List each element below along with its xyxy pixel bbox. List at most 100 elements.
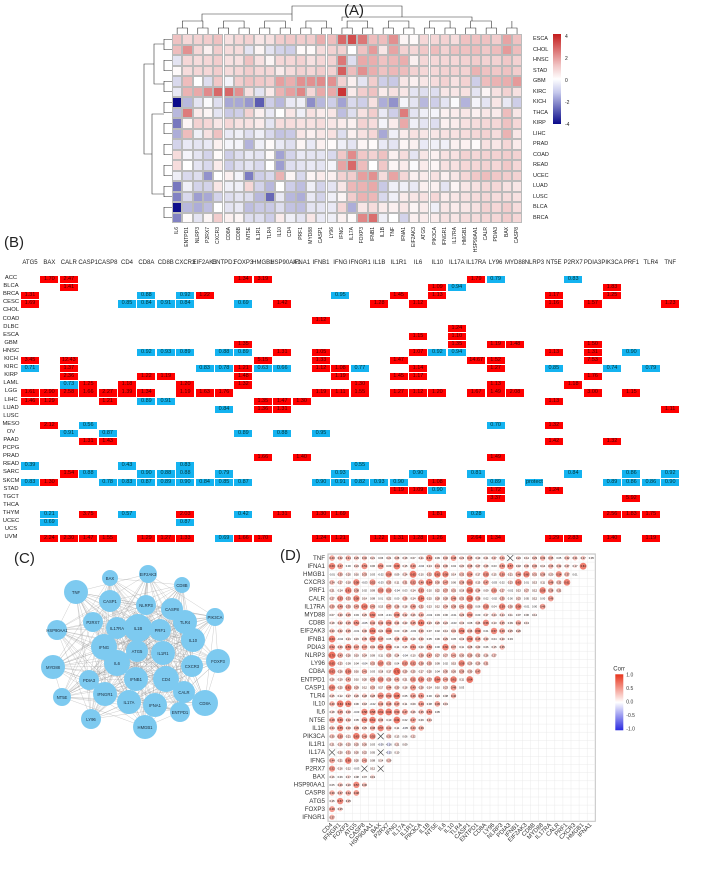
heatmap-cell (388, 118, 399, 129)
svg-text:0.28: 0.28 (483, 564, 489, 568)
corr-dot (402, 556, 407, 561)
heatmap-cell (223, 160, 234, 171)
corr-dot (419, 718, 423, 722)
svg-text:0.01: 0.01 (378, 597, 384, 601)
heatmap-cell (326, 202, 337, 213)
svg-text:-0.05: -0.05 (402, 726, 408, 730)
corr-dot (427, 596, 432, 601)
svg-text:0.21: 0.21 (338, 759, 344, 763)
corr-dot (411, 556, 415, 560)
table-row-label: PAAD (3, 437, 19, 443)
heatmap-cell (439, 170, 451, 181)
heatmap-cell (378, 86, 389, 97)
table-cell: 0.88 (156, 470, 175, 478)
corr-dot (459, 645, 464, 649)
table-cell: 1.31 (79, 438, 98, 446)
heatmap-cell (264, 97, 275, 108)
heatmap-cell (511, 76, 523, 87)
heatmap-cell (264, 181, 275, 192)
svg-text:0.20: 0.20 (354, 750, 360, 754)
heatmap-column-label: IL17RA (452, 227, 459, 244)
table-row-label: THCA (3, 501, 19, 508)
svg-text:0.47: 0.47 (338, 564, 344, 568)
corr-row-label: FOXP3 (305, 806, 326, 813)
corr-dot (580, 555, 586, 561)
table-cell: 1.16 (544, 300, 563, 308)
corr-dot (338, 637, 342, 641)
svg-text:0.01: 0.01 (573, 572, 579, 576)
network-node: IFNB1 (124, 667, 148, 691)
corr-dot (394, 676, 400, 683)
corr-dot (385, 571, 392, 578)
corr-dot (475, 563, 481, 569)
table-cell: 2.24 (40, 535, 59, 543)
heatmap-cell (501, 76, 512, 87)
table-cell: 1.12 (312, 316, 330, 324)
heatmap-cell (336, 191, 348, 202)
heatmap-cell (460, 107, 471, 118)
heatmap-cell (254, 55, 265, 66)
corr-dot (386, 718, 391, 722)
heatmap-cell (347, 55, 358, 66)
heatmap-cell (419, 149, 430, 160)
heatmap-cell (336, 139, 348, 150)
corr-dot (370, 758, 375, 763)
heatmap-cell (336, 55, 348, 66)
heatmap-cell (172, 55, 183, 66)
table-cell: 0.89 (234, 348, 253, 357)
corr-dot (329, 693, 335, 698)
corr-dot (354, 572, 359, 577)
table-row-label: ACC (4, 275, 18, 281)
corr-dot (353, 587, 359, 594)
svg-text:0.48: 0.48 (330, 718, 336, 722)
svg-text:0.52: 0.52 (330, 767, 336, 771)
corr-row-label: CD8A (308, 668, 325, 675)
heatmap-cell (470, 181, 481, 192)
table-column-header: IL10 (431, 260, 444, 266)
corr-dot (337, 652, 343, 659)
svg-text:0.47: 0.47 (362, 645, 368, 649)
svg-text:0.18: 0.18 (459, 588, 465, 592)
table-column-header: CD8A (138, 260, 155, 266)
heatmap-cell (450, 191, 461, 202)
svg-text:0.05: 0.05 (451, 637, 457, 641)
heatmap-cell (367, 170, 378, 181)
svg-text:-0.03: -0.03 (353, 710, 359, 714)
heatmap-cell (429, 55, 440, 66)
svg-text:0.02: 0.02 (402, 718, 408, 722)
table-cell: 1.31 (273, 510, 292, 519)
corr-dot (379, 580, 383, 584)
heatmap-cell (347, 181, 358, 192)
table-cell: 1.25 (79, 381, 98, 389)
corr-dot (475, 620, 481, 626)
corr-dot (354, 702, 359, 706)
heatmap-cell (326, 65, 337, 76)
heatmap-cell (202, 181, 214, 192)
corr-dot (337, 669, 343, 674)
heatmap-cell (172, 128, 183, 139)
corr-dot (482, 571, 490, 578)
corr-dot (532, 580, 537, 585)
table-column-header: CALR (60, 260, 77, 266)
heatmap-cell (316, 107, 327, 118)
svg-text:0.46: 0.46 (386, 702, 392, 706)
corr-dot (411, 702, 415, 706)
heatmap-cell (192, 139, 203, 150)
svg-text:0.06: 0.06 (451, 580, 457, 584)
heatmap-cell (244, 55, 255, 66)
svg-text:0.54: 0.54 (354, 621, 360, 625)
table-cell: 0.90 (428, 486, 447, 494)
corr-dot (491, 652, 497, 658)
svg-text:0.32: 0.32 (338, 556, 344, 560)
corr-dot (524, 620, 529, 625)
corr-dot (345, 604, 351, 610)
svg-text:0.14: 0.14 (427, 686, 433, 690)
network-node: CD8B (174, 577, 190, 593)
heatmap-cell (233, 149, 245, 160)
table-cell: 1.48 (506, 340, 524, 349)
corr-dot (435, 596, 440, 601)
heatmap-cell (460, 149, 471, 160)
heatmap-cell (202, 128, 214, 139)
heatmap-cell (347, 128, 358, 139)
corr-dot (402, 572, 408, 577)
